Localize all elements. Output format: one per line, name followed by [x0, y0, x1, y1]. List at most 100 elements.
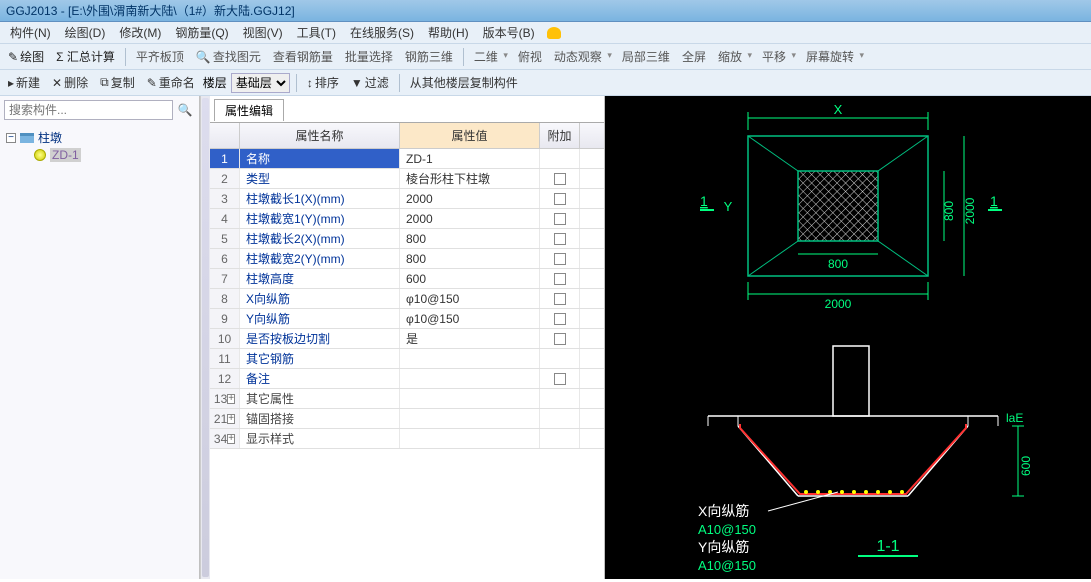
tool-copy[interactable]: ⧉ 复制: [96, 73, 139, 92]
row-value[interactable]: φ10@150: [400, 289, 540, 308]
menu-version[interactable]: 版本号(B): [477, 24, 541, 41]
menu-online[interactable]: 在线服务(S): [344, 24, 420, 41]
property-group-row[interactable]: 34 +显示样式: [210, 429, 604, 449]
checkbox-icon[interactable]: [554, 293, 566, 305]
expand-icon[interactable]: +: [227, 394, 235, 404]
tool-find[interactable]: 🔍 查找图元: [192, 47, 265, 66]
row-value[interactable]: 2000: [400, 209, 540, 228]
tool-batch[interactable]: 批量选择: [341, 47, 397, 66]
collapse-icon[interactable]: −: [6, 133, 16, 143]
tool-sort[interactable]: ↕ 排序: [303, 73, 343, 92]
checkbox-icon[interactable]: [554, 213, 566, 225]
tool-level[interactable]: 平齐板顶: [132, 47, 188, 66]
tree-root[interactable]: − 柱墩: [6, 128, 193, 147]
checkbox-icon[interactable]: [554, 173, 566, 185]
row-extra[interactable]: [540, 349, 580, 368]
property-row[interactable]: 10是否按板边切割是: [210, 329, 604, 349]
diagram-panel[interactable]: X 800 2000 Y 800 2000 1 1: [605, 96, 1091, 579]
expand-icon[interactable]: +: [227, 414, 235, 424]
row-extra[interactable]: [540, 309, 580, 328]
checkbox-icon[interactable]: [554, 273, 566, 285]
helmet-icon: [547, 27, 561, 39]
property-row[interactable]: 1名称ZD-1: [210, 149, 604, 169]
property-row[interactable]: 11其它钢筋: [210, 349, 604, 369]
property-row[interactable]: 8X向纵筋φ10@150: [210, 289, 604, 309]
checkbox-icon[interactable]: [554, 333, 566, 345]
property-group-row[interactable]: 21 +锚固搭接: [210, 409, 604, 429]
checkbox-icon[interactable]: [554, 253, 566, 265]
expand-icon[interactable]: +: [227, 434, 235, 444]
row-value[interactable]: φ10@150: [400, 309, 540, 328]
tool-zoom[interactable]: 缩放: [714, 47, 754, 66]
tool-3d[interactable]: 钢筋三维: [401, 47, 457, 66]
property-group-row[interactable]: 13 +其它属性: [210, 389, 604, 409]
row-num: 12: [210, 369, 240, 388]
search-icon[interactable]: 🔍: [175, 100, 195, 120]
checkbox-icon[interactable]: [554, 313, 566, 325]
row-extra[interactable]: [540, 229, 580, 248]
tool-local3d[interactable]: 局部三维: [618, 47, 674, 66]
tool-steel[interactable]: 查看钢筋量: [269, 47, 337, 66]
row-extra[interactable]: [540, 369, 580, 388]
row-extra[interactable]: [540, 289, 580, 308]
checkbox-icon[interactable]: [554, 193, 566, 205]
menu-help[interactable]: 帮助(H): [422, 24, 475, 41]
row-extra[interactable]: [540, 329, 580, 348]
tool-filter[interactable]: ▼ 过滤: [347, 73, 393, 92]
row-num: 7: [210, 269, 240, 288]
tool-dyn[interactable]: 动态观察: [550, 47, 614, 66]
checkbox-icon[interactable]: [554, 373, 566, 385]
tool-new[interactable]: ▸ 新建: [4, 73, 44, 92]
tool-sum[interactable]: Σ 汇总计算: [52, 47, 119, 66]
property-row[interactable]: 4柱墩截宽1(Y)(mm)2000: [210, 209, 604, 229]
menu-view[interactable]: 视图(V): [237, 24, 289, 41]
row-extra[interactable]: [540, 269, 580, 288]
row-num: 9: [210, 309, 240, 328]
checkbox-icon[interactable]: [554, 233, 566, 245]
menu-draw[interactable]: 绘图(D): [59, 24, 112, 41]
tool-top[interactable]: 俯视: [514, 47, 546, 66]
property-row[interactable]: 3柱墩截长1(X)(mm)2000: [210, 189, 604, 209]
row-extra[interactable]: [540, 149, 580, 168]
row-extra[interactable]: [540, 249, 580, 268]
property-row[interactable]: 2类型棱台形柱下柱墩: [210, 169, 604, 189]
search-input[interactable]: [4, 100, 173, 120]
row-value[interactable]: 是: [400, 329, 540, 348]
row-value[interactable]: 棱台形柱下柱墩: [400, 169, 540, 188]
tool-pan[interactable]: 平移: [758, 47, 798, 66]
tool-2d[interactable]: 二维: [470, 47, 510, 66]
property-row[interactable]: 9Y向纵筋φ10@150: [210, 309, 604, 329]
row-extra[interactable]: [540, 169, 580, 188]
property-row[interactable]: 12备注: [210, 369, 604, 389]
row-value[interactable]: 800: [400, 249, 540, 268]
property-row[interactable]: 7柱墩高度600: [210, 269, 604, 289]
tree-child[interactable]: ZD-1: [6, 147, 193, 163]
tool-full[interactable]: 全屏: [678, 47, 710, 66]
menu-component[interactable]: 构件(N): [4, 24, 57, 41]
row-value[interactable]: ZD-1: [400, 149, 540, 168]
row-name: 其它钢筋: [240, 349, 400, 368]
tool-draw[interactable]: ✎ 绘图: [4, 47, 48, 66]
row-value[interactable]: 600: [400, 269, 540, 288]
row-value[interactable]: [400, 369, 540, 388]
floor-select[interactable]: 基础层: [231, 73, 290, 93]
col-extra: 附加: [540, 123, 580, 148]
property-row[interactable]: 5柱墩截长2(X)(mm)800: [210, 229, 604, 249]
tool-rot[interactable]: 屏幕旋转: [802, 47, 866, 66]
row-extra[interactable]: [540, 189, 580, 208]
row-extra[interactable]: [540, 209, 580, 228]
tool-delete[interactable]: ✕ 删除: [48, 73, 92, 92]
row-value[interactable]: 2000: [400, 189, 540, 208]
row-value[interactable]: [400, 349, 540, 368]
property-tab[interactable]: 属性编辑: [214, 99, 284, 121]
menu-rebar[interactable]: 钢筋量(Q): [169, 24, 234, 41]
tool-copyfrom[interactable]: 从其他楼层复制构件: [406, 73, 522, 92]
svg-text:A10@150: A10@150: [698, 522, 756, 537]
splitter-left[interactable]: [200, 96, 210, 579]
property-row[interactable]: 6柱墩截宽2(Y)(mm)800: [210, 249, 604, 269]
tool-rename[interactable]: ✎ 重命名: [143, 73, 199, 92]
menu-tools[interactable]: 工具(T): [291, 24, 342, 41]
component-tree[interactable]: − 柱墩 ZD-1: [0, 124, 199, 579]
menu-modify[interactable]: 修改(M): [113, 24, 167, 41]
row-value[interactable]: 800: [400, 229, 540, 248]
